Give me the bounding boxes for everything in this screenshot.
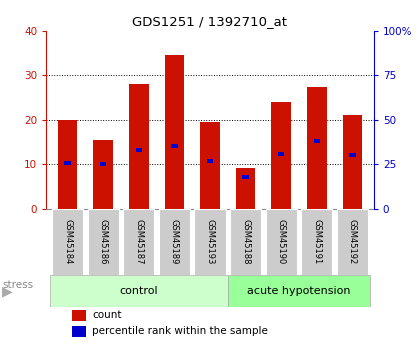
- FancyBboxPatch shape: [52, 209, 83, 275]
- Bar: [278, 152, 284, 157]
- Bar: [207, 159, 213, 163]
- FancyBboxPatch shape: [301, 209, 333, 275]
- Bar: [100, 162, 106, 166]
- Text: GSM45191: GSM45191: [312, 219, 321, 265]
- FancyBboxPatch shape: [230, 209, 261, 275]
- Text: stress: stress: [2, 280, 33, 289]
- Text: GSM45192: GSM45192: [348, 219, 357, 265]
- FancyBboxPatch shape: [87, 209, 119, 275]
- FancyBboxPatch shape: [337, 209, 368, 275]
- Bar: [271, 102, 291, 209]
- Bar: [171, 145, 178, 148]
- Text: ▶: ▶: [2, 285, 13, 298]
- Bar: [129, 84, 149, 209]
- Text: percentile rank within the sample: percentile rank within the sample: [92, 326, 268, 336]
- Text: control: control: [119, 286, 158, 296]
- Bar: [349, 153, 356, 157]
- Text: GSM45188: GSM45188: [241, 219, 250, 265]
- Bar: [236, 168, 255, 209]
- Bar: [200, 122, 220, 209]
- Text: GSM45193: GSM45193: [205, 219, 215, 265]
- Bar: [228, 275, 370, 307]
- FancyBboxPatch shape: [123, 209, 155, 275]
- Bar: [58, 120, 77, 209]
- Bar: [64, 161, 71, 165]
- Bar: [93, 140, 113, 209]
- FancyBboxPatch shape: [194, 209, 226, 275]
- Text: GSM45187: GSM45187: [134, 219, 143, 265]
- Text: GSM45186: GSM45186: [99, 219, 108, 265]
- Bar: [242, 175, 249, 179]
- FancyBboxPatch shape: [265, 209, 297, 275]
- Bar: [72, 326, 86, 336]
- Bar: [136, 148, 142, 152]
- Bar: [50, 275, 228, 307]
- Bar: [72, 310, 86, 321]
- Bar: [314, 139, 320, 143]
- Text: count: count: [92, 310, 121, 320]
- Bar: [165, 56, 184, 209]
- Bar: [307, 87, 327, 209]
- Text: acute hypotension: acute hypotension: [247, 286, 351, 296]
- Bar: [343, 115, 362, 209]
- Title: GDS1251 / 1392710_at: GDS1251 / 1392710_at: [132, 16, 288, 29]
- Text: GSM45190: GSM45190: [277, 219, 286, 265]
- Text: GSM45189: GSM45189: [170, 219, 179, 265]
- Text: GSM45184: GSM45184: [63, 219, 72, 265]
- FancyBboxPatch shape: [159, 209, 190, 275]
